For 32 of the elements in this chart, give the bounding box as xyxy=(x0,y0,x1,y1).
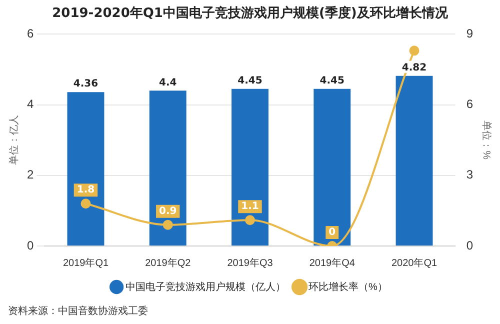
x-tick-label: 2019年Q1 xyxy=(62,256,109,269)
data-label: 0 xyxy=(328,227,336,238)
point xyxy=(409,46,420,56)
data-label: 0.9 xyxy=(159,206,177,217)
x-tick-label: 2020年Q1 xyxy=(391,256,438,269)
y-tick-label: 6 xyxy=(26,26,34,41)
data-label: 4.45 xyxy=(238,76,262,87)
y2-tick-label: 0 xyxy=(466,238,474,252)
data-label: 4.36 xyxy=(73,78,98,90)
chart-title: 2019-2020年Q1中国电子竞技游戏用户规模(季度)及环比增长情况 xyxy=(51,4,449,22)
x-tick-label: 2019年Q2 xyxy=(145,256,192,269)
y-axis-title: 单位：亿人 xyxy=(8,115,20,166)
text: 资料来源：中国音数协游戏工委 xyxy=(8,304,148,318)
y2-tick-label: 6 xyxy=(466,97,474,112)
data-label: 4.82 xyxy=(402,62,427,74)
x-tick-label: 2019年Q4 xyxy=(309,256,356,269)
legend-label: 环比增长率（%） xyxy=(308,280,388,293)
y2-tick-label: 9 xyxy=(466,26,474,41)
y-tick-label: 0 xyxy=(26,238,34,252)
point xyxy=(80,198,91,209)
y2-tick-label: 3 xyxy=(466,168,474,182)
legend-label: 中国电子竞技游戏用户规模（亿人） xyxy=(126,280,286,293)
data-label: 1.8 xyxy=(76,184,95,196)
point xyxy=(245,215,255,226)
y-tick-label: 4 xyxy=(26,97,34,112)
x-tick-label: 2019年Q3 xyxy=(227,256,274,269)
point xyxy=(162,220,173,230)
data-label: 1.1 xyxy=(241,201,259,212)
y2-axis-title: 单位：% xyxy=(480,120,492,160)
y-tick-label: 2 xyxy=(26,168,34,182)
data-label: 4.45 xyxy=(320,76,344,87)
data-label: 4.4 xyxy=(159,77,177,88)
